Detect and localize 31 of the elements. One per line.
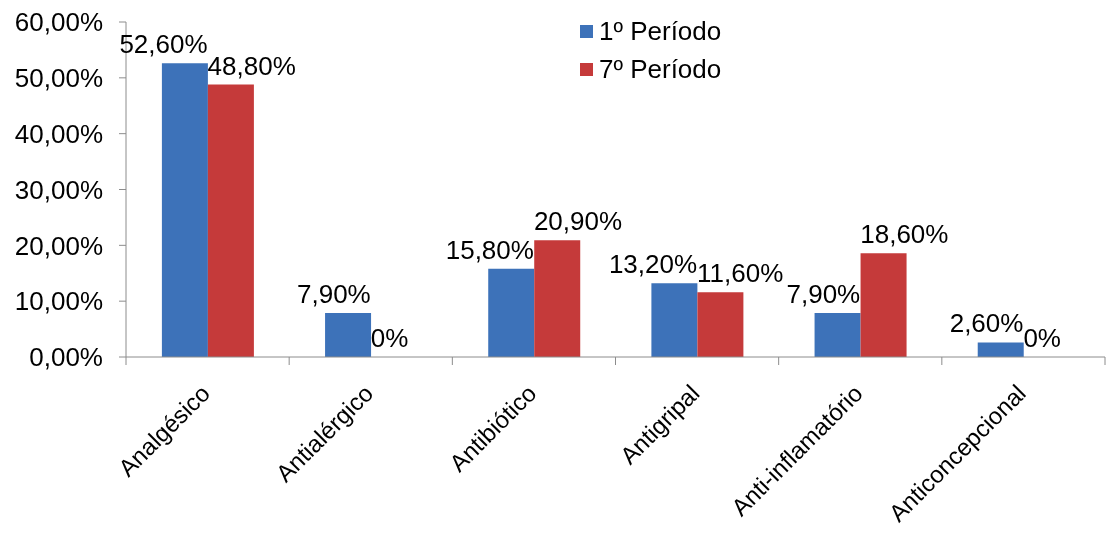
data-label: 7,90%	[786, 278, 861, 309]
legend-label: 1º Período	[599, 15, 722, 47]
data-label: 0%	[370, 323, 409, 353]
data-label: 20,90%	[533, 206, 623, 237]
bar	[534, 240, 581, 357]
data-label: 15,80%	[445, 234, 534, 265]
data-label: 11,60%	[697, 258, 784, 289]
data-label: 2,60%	[949, 308, 1024, 339]
data-label: 18,60%	[860, 219, 949, 250]
bar	[860, 253, 907, 357]
y-tick-label: 30,00%	[14, 174, 103, 205]
y-tick-label: 60,00%	[14, 7, 103, 38]
data-label: 48,80%	[207, 50, 296, 81]
bar	[325, 312, 372, 357]
legend-label: 7º Período	[599, 53, 722, 85]
bar	[977, 342, 1024, 357]
data-label: 0%	[1023, 323, 1061, 353]
data-label: 13,20%	[608, 249, 698, 280]
bar	[814, 312, 861, 357]
bar	[161, 63, 208, 357]
data-label: 52,60%	[119, 29, 208, 60]
bar	[697, 292, 744, 357]
bar	[207, 84, 254, 357]
y-tick-label: 10,00%	[14, 286, 103, 317]
bar	[488, 268, 535, 357]
y-tick-label: 40,00%	[14, 118, 103, 149]
y-tick-label: 20,00%	[14, 230, 103, 261]
data-label: 7,90%	[297, 278, 371, 309]
y-tick-label: 50,00%	[14, 63, 103, 94]
bar	[651, 283, 698, 357]
y-tick-label: 0,00%	[29, 342, 103, 373]
